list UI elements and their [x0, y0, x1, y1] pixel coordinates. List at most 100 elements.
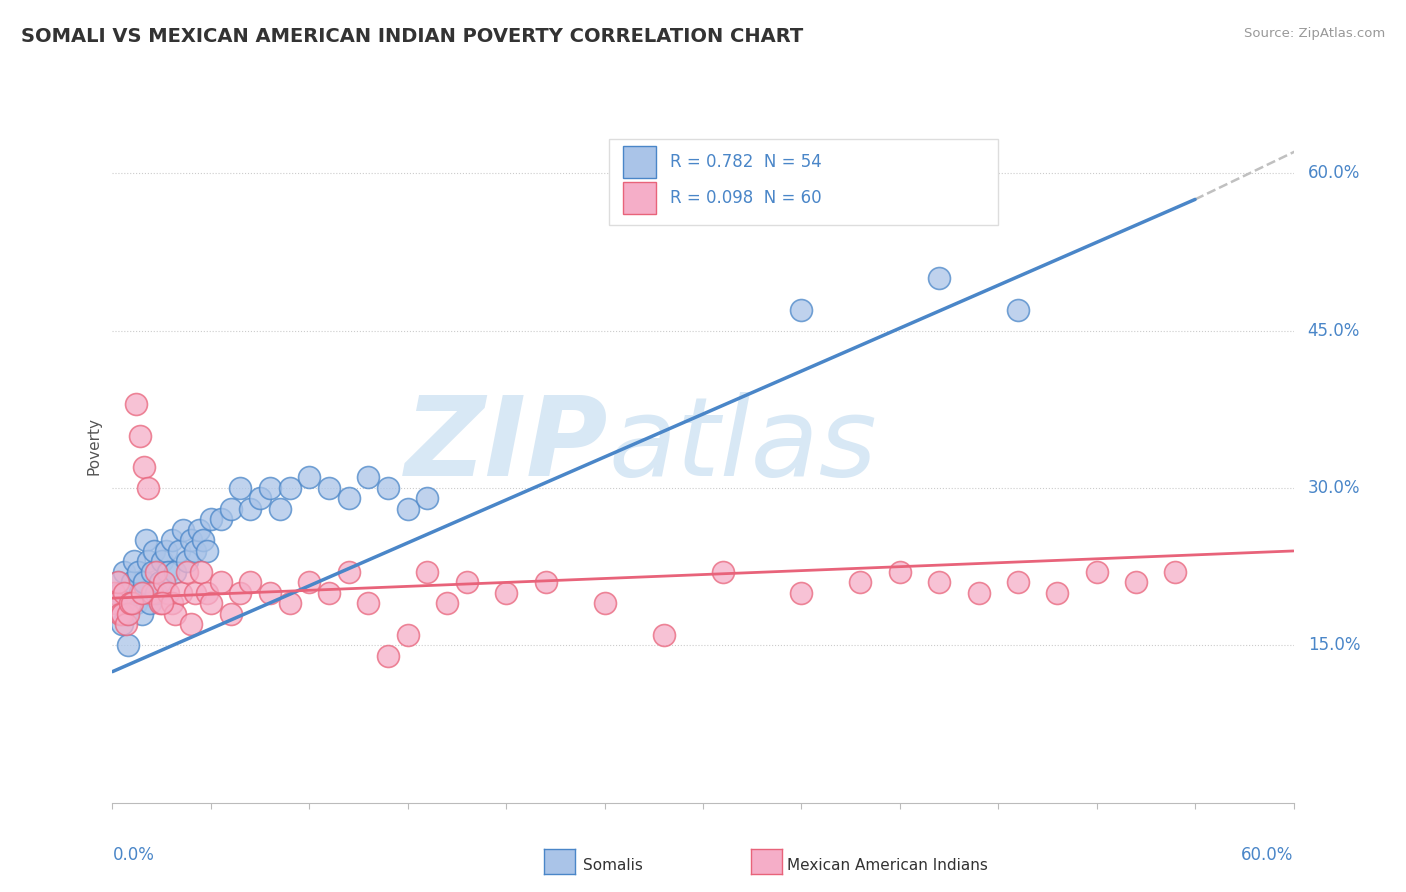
Point: [176, 554, 198, 568]
Point: [125, 397, 148, 411]
Point: [191, 533, 214, 548]
Point: [337, 565, 360, 579]
Text: 60.0%: 60.0%: [1308, 164, 1360, 182]
Point: [1125, 575, 1147, 590]
Point: [112, 586, 135, 600]
Point: [967, 586, 990, 600]
FancyBboxPatch shape: [609, 139, 998, 225]
Point: [188, 523, 211, 537]
Point: [115, 607, 138, 621]
Point: [790, 302, 813, 317]
Point: [141, 565, 163, 579]
Point: [337, 491, 360, 506]
Text: SOMALI VS MEXICAN AMERICAN INDIAN POVERTY CORRELATION CHART: SOMALI VS MEXICAN AMERICAN INDIAN POVERT…: [21, 27, 803, 45]
Point: [456, 575, 478, 590]
Point: [170, 586, 193, 600]
Point: [1007, 575, 1029, 590]
Point: [107, 575, 129, 590]
Point: [495, 586, 517, 600]
Point: [229, 586, 252, 600]
Point: [103, 586, 125, 600]
Point: [160, 533, 183, 548]
Point: [121, 596, 143, 610]
Text: 45.0%: 45.0%: [1308, 321, 1360, 340]
Point: [120, 586, 142, 600]
Text: atlas: atlas: [609, 392, 877, 500]
Point: [377, 481, 399, 495]
Point: [928, 271, 950, 285]
Point: [117, 607, 139, 621]
Point: [121, 575, 143, 590]
Point: [239, 502, 262, 516]
Point: [156, 586, 179, 600]
Point: [889, 565, 911, 579]
Point: [132, 575, 155, 590]
Text: 60.0%: 60.0%: [1241, 846, 1294, 863]
Point: [209, 575, 232, 590]
Point: [416, 491, 439, 506]
Point: [269, 502, 291, 516]
Point: [593, 596, 616, 610]
Point: [142, 544, 165, 558]
Point: [127, 565, 149, 579]
Point: [195, 544, 218, 558]
Text: 15.0%: 15.0%: [1308, 636, 1360, 655]
Point: [396, 628, 419, 642]
Point: [928, 575, 950, 590]
Point: [131, 607, 153, 621]
Y-axis label: Poverty: Poverty: [86, 417, 101, 475]
Point: [149, 596, 172, 610]
Text: R = 0.098  N = 60: R = 0.098 N = 60: [669, 189, 821, 207]
Point: [129, 428, 152, 442]
Point: [1046, 586, 1069, 600]
Point: [156, 565, 179, 579]
Point: [318, 586, 340, 600]
Point: [219, 607, 242, 621]
Point: [278, 481, 301, 495]
Point: [1007, 302, 1029, 317]
Point: [136, 554, 159, 568]
Point: [155, 544, 177, 558]
Point: [1164, 565, 1187, 579]
Point: [120, 596, 142, 610]
Point: [790, 586, 813, 600]
Text: R = 0.782  N = 54: R = 0.782 N = 54: [669, 153, 821, 171]
Text: 30.0%: 30.0%: [1308, 479, 1360, 497]
Point: [115, 617, 138, 632]
Point: [169, 544, 191, 558]
Point: [139, 596, 162, 610]
Point: [105, 596, 128, 610]
Point: [184, 586, 207, 600]
Point: [110, 586, 132, 600]
Point: [184, 544, 207, 558]
Point: [377, 648, 399, 663]
Point: [278, 596, 301, 610]
Point: [239, 575, 262, 590]
Point: [112, 565, 135, 579]
Point: [111, 607, 134, 621]
Point: [357, 596, 380, 610]
Point: [711, 565, 734, 579]
Point: [190, 565, 212, 579]
Point: [652, 628, 675, 642]
Bar: [623, 146, 655, 178]
Point: [849, 575, 872, 590]
Text: Mexican American Indians: Mexican American Indians: [787, 858, 988, 872]
Point: [219, 502, 242, 516]
Point: [135, 533, 157, 548]
Point: [110, 607, 132, 621]
Point: [165, 607, 187, 621]
Text: Source: ZipAtlas.com: Source: ZipAtlas.com: [1244, 27, 1385, 40]
Point: [107, 575, 129, 590]
Point: [149, 575, 172, 590]
Point: [318, 481, 340, 495]
Point: [150, 554, 173, 568]
Point: [131, 586, 153, 600]
Point: [259, 481, 281, 495]
Point: [129, 586, 152, 600]
Point: [298, 470, 321, 484]
Point: [534, 575, 557, 590]
Point: [209, 512, 232, 526]
Point: [152, 575, 174, 590]
Point: [357, 470, 380, 484]
